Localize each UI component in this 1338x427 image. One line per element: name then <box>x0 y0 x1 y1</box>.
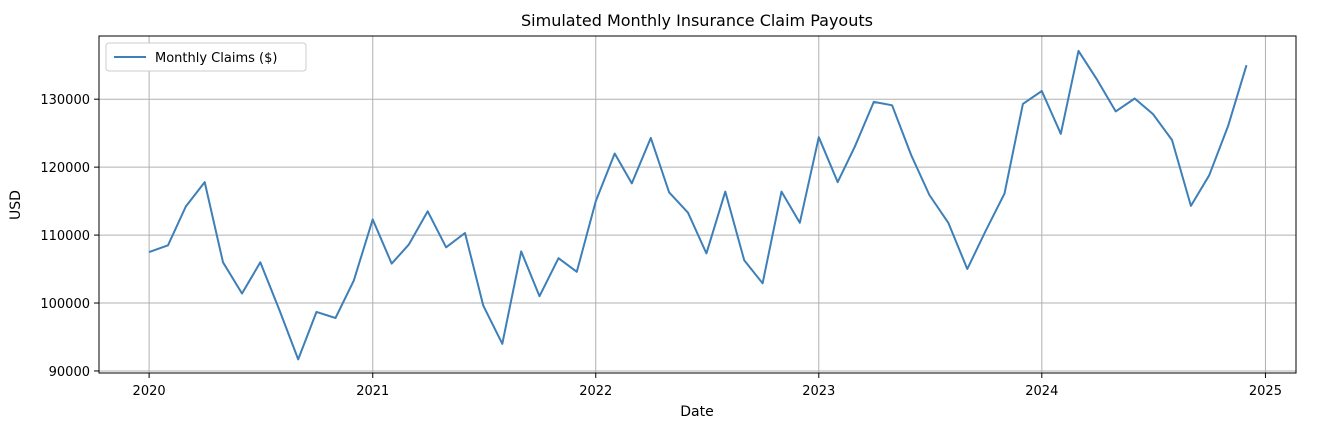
y-axis-ticks: 90000 100000 110000 120000 130000 <box>40 93 99 380</box>
x-axis-ticks: 2020 2021 2022 2023 2024 2025 <box>133 373 1282 399</box>
y-tick-label: 100000 <box>40 297 90 312</box>
x-tick-label: 2025 <box>1249 384 1282 399</box>
y-tick-label: 120000 <box>40 161 90 176</box>
legend: Monthly Claims ($) <box>105 42 307 72</box>
chart-title: Simulated Monthly Insurance Claim Payout… <box>521 11 873 30</box>
y-tick-label: 130000 <box>40 93 90 108</box>
grid-lines <box>99 36 1296 373</box>
y-axis-label: USD <box>8 190 24 220</box>
x-axis-label: Date <box>680 404 713 420</box>
y-tick-label: 110000 <box>40 229 90 244</box>
y-tick-label: 90000 <box>49 365 90 380</box>
x-tick-label: 2020 <box>133 384 166 399</box>
plot-frame <box>98 35 1297 374</box>
x-tick-label: 2022 <box>579 384 612 399</box>
x-tick-label: 2024 <box>1025 384 1058 399</box>
x-tick-label: 2023 <box>802 384 835 399</box>
series-line-monthly-claims <box>148 49 1248 361</box>
legend-box <box>105 42 307 72</box>
x-tick-label: 2021 <box>356 384 389 399</box>
legend-label: Monthly Claims ($) <box>155 51 277 66</box>
